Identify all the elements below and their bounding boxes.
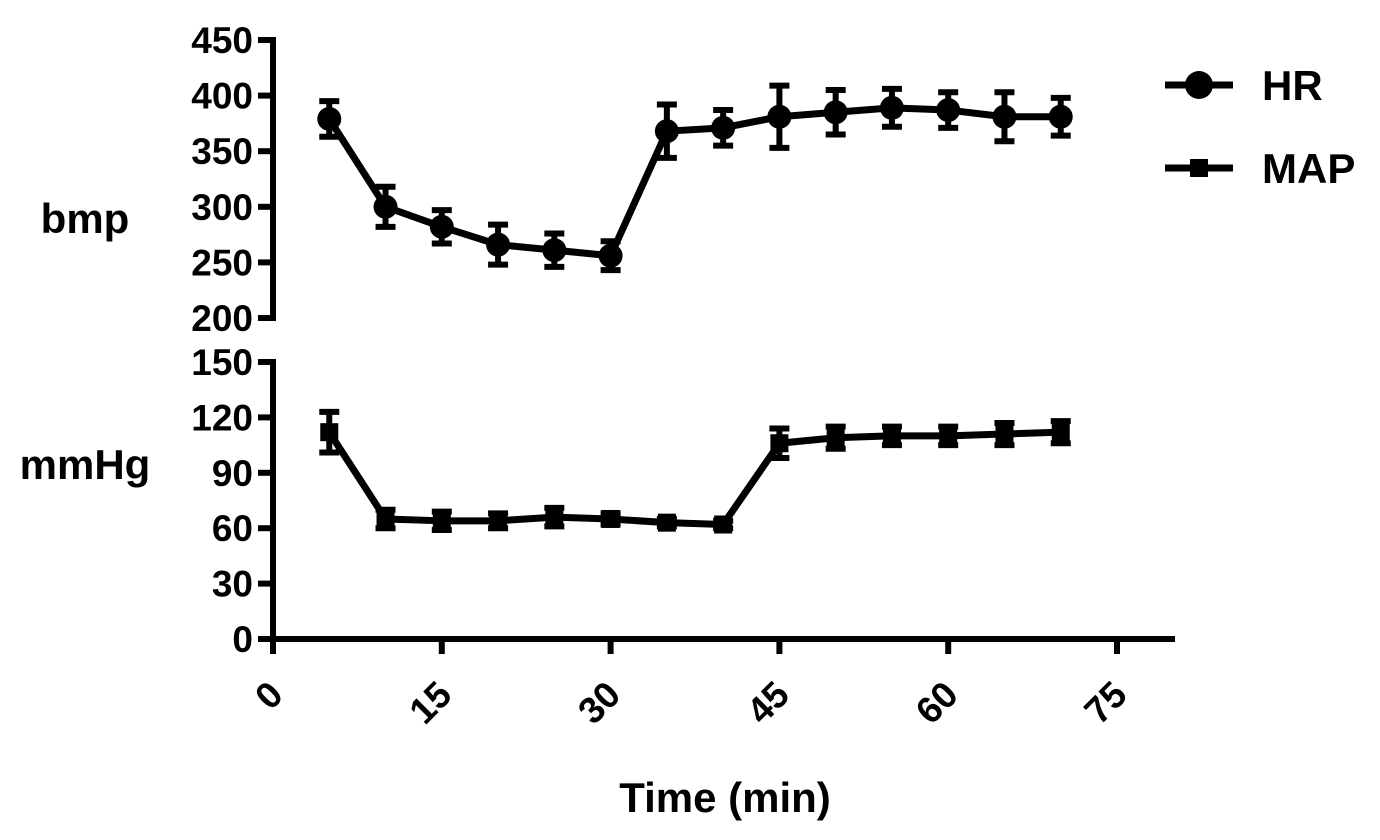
hr-data-point [486, 232, 511, 257]
bottom-y-tick-label: 150 [191, 342, 253, 383]
bottom-y-tick-label: 0 [232, 619, 253, 660]
top-y-tick-label: 450 [191, 20, 253, 61]
hr-data-point [317, 106, 342, 131]
map-data-point [489, 511, 508, 530]
x-axis-title: Time (min) [619, 774, 831, 821]
hr-data-point [654, 119, 679, 144]
map-data-point [995, 425, 1014, 444]
map-data-point [939, 426, 958, 445]
hr-data-point [542, 238, 567, 263]
hr-data-point [1048, 104, 1073, 129]
map-data-point [770, 434, 789, 453]
map-data-point [1051, 423, 1070, 442]
top-y-tick-label: 300 [191, 187, 253, 228]
hr-data-point [373, 194, 398, 219]
legend-item-hr: HR [1165, 62, 1323, 109]
legend-map-marker [1190, 159, 1208, 177]
map-series-line [326, 428, 1061, 529]
map-data-point [714, 515, 733, 534]
hr-data-point [992, 104, 1017, 129]
map-data-point [376, 509, 395, 528]
x-tick-label: 45 [739, 674, 797, 732]
top-y-tick-label: 400 [191, 76, 253, 117]
legend-hr-marker [1185, 71, 1213, 99]
legend-hr-label: HR [1262, 62, 1323, 109]
legend-item-map: MAP [1165, 145, 1355, 192]
bottom-y-axis-title: mmHg [20, 441, 151, 488]
map-data-point [882, 426, 901, 445]
hr-data-point [767, 104, 792, 129]
top-y-tick-label: 200 [191, 298, 253, 339]
legend-map-label: MAP [1262, 145, 1355, 192]
x-tick-label: 60 [908, 674, 966, 732]
map-data-point [826, 428, 845, 447]
bottom-y-tick-label: 30 [212, 564, 253, 605]
top-y-axis-title: bmp [41, 195, 130, 242]
x-tick-label: 0 [247, 674, 291, 718]
map-data-point [657, 513, 676, 532]
map-data-point [545, 508, 564, 527]
top-y-tick-label: 350 [191, 131, 253, 172]
hr-data-point [823, 100, 848, 125]
plot-area: 200 250 300 350 400 450 0 30 60 90 120 150 0 15 30 45 60… [191, 20, 1175, 732]
hr-data-point [598, 243, 623, 268]
map-data-point [601, 509, 620, 528]
bottom-y-tick-label: 60 [212, 508, 253, 549]
x-tick-label: 75 [1077, 674, 1135, 732]
map-data-point [320, 423, 339, 442]
x-tick-label: 30 [570, 674, 628, 732]
top-y-tick-label: 250 [191, 242, 253, 283]
x-tick-label: 15 [401, 674, 459, 732]
map-data-point [432, 511, 451, 530]
hr-data-point [936, 98, 961, 123]
hr-data-point [879, 95, 904, 120]
legend: HR MAP [1165, 62, 1355, 192]
hr-data-point [711, 115, 736, 140]
bottom-y-tick-label: 90 [212, 453, 253, 494]
hr-data-point [429, 214, 454, 239]
bottom-y-tick-label: 120 [191, 397, 253, 438]
